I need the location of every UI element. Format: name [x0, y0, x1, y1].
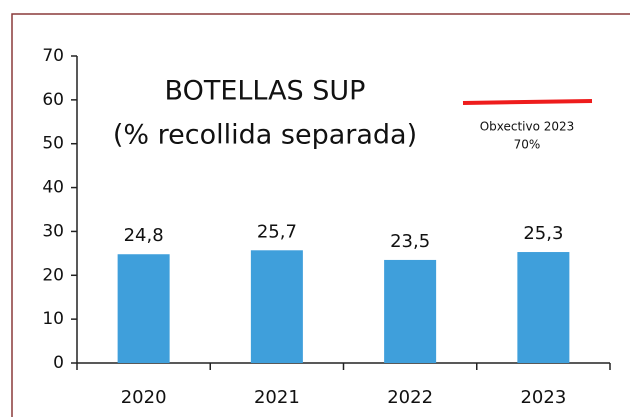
y-tick-label: 70 — [42, 46, 64, 66]
bar — [117, 254, 170, 363]
y-tick-label: 40 — [42, 178, 64, 198]
bar — [517, 252, 570, 363]
data-label: 25,7 — [257, 221, 297, 242]
bar — [250, 250, 303, 363]
data-label: 23,5 — [390, 231, 430, 252]
y-tick-label: 20 — [42, 265, 64, 285]
y-tick-label: 10 — [42, 309, 64, 329]
x-tick-label: 2021 — [254, 387, 300, 408]
x-tick-label: 2020 — [121, 387, 167, 408]
y-tick-label: 50 — [42, 134, 64, 154]
chart-title: BOTELLAS SUP — [165, 76, 366, 107]
data-label: 25,3 — [523, 223, 563, 244]
y-tick-label: 0 — [53, 353, 64, 373]
x-tick-label: 2022 — [387, 387, 433, 408]
y-tick-label: 60 — [42, 90, 64, 110]
y-tick-label: 30 — [42, 221, 64, 241]
annotation: Obxectivo 2023 — [480, 120, 575, 134]
chart-subtitle: (% recollida separada) — [113, 120, 417, 151]
data-label: 24,8 — [124, 225, 164, 246]
annotation-line — [462, 99, 593, 105]
bar — [384, 259, 437, 363]
annotation: 70% — [514, 138, 541, 152]
x-tick-label: 2023 — [520, 387, 566, 408]
